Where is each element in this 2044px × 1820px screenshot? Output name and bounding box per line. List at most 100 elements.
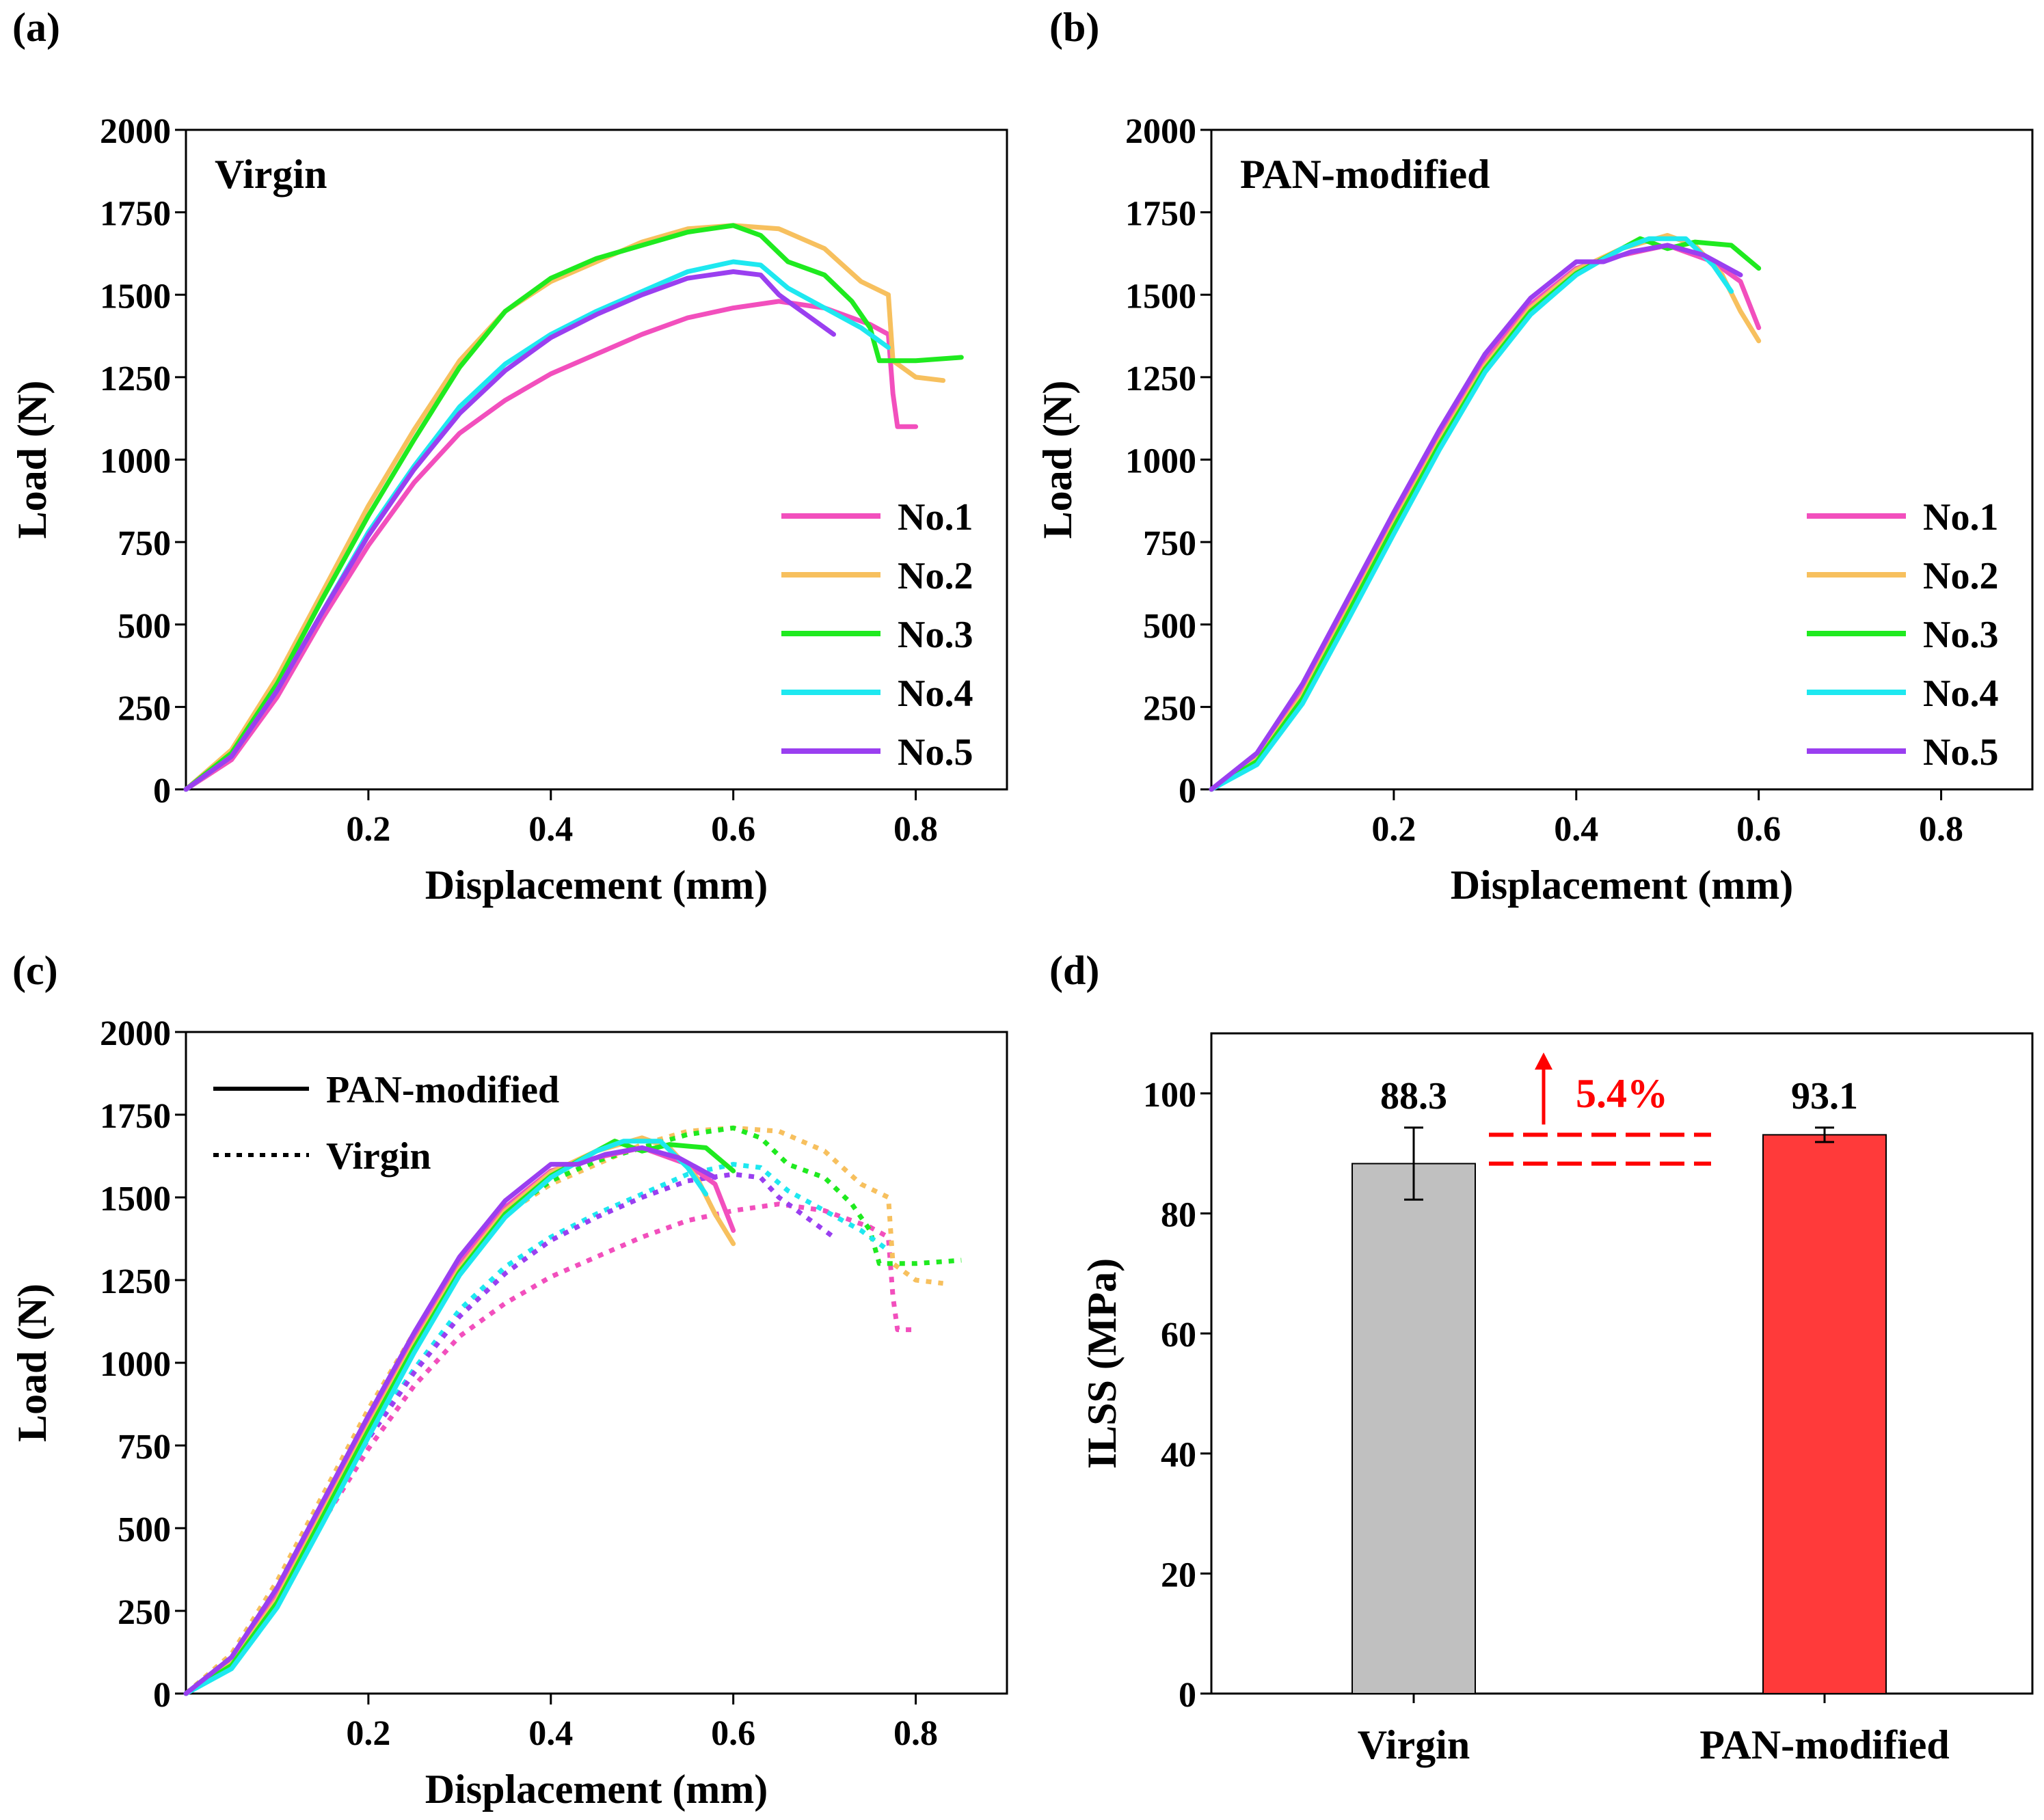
- legend-label: No.4: [1923, 673, 1998, 715]
- series-line-no1: [183, 299, 919, 792]
- x-tick-label: 0.4: [528, 810, 573, 849]
- y-axis-label: Load (N): [10, 1283, 55, 1442]
- y-tick-label: 1000: [1125, 442, 1196, 481]
- x-tick-label: 0.6: [711, 810, 755, 849]
- series-line-no2: [183, 1135, 736, 1696]
- increase-percentage: 5.4%: [1576, 1071, 1668, 1116]
- legend-label: No.3: [1923, 614, 1998, 656]
- legend-label: No.5: [1923, 731, 1998, 774]
- series-line-no3-virgin: [184, 1125, 962, 1696]
- x-tick-label: 0.6: [711, 1714, 755, 1753]
- panel-c: 0 250 500 750 1000 1250 1500 1750 2000 0.2 0.4 0.6 0…: [10, 948, 1008, 1812]
- x-tick-label: PAN-modified: [1699, 1722, 1950, 1767]
- series-line-no4: [183, 259, 891, 792]
- panel-d: 0 20 40 60 80 100 ILSS (MPa) (d) 88.3 Virgin 93.1 P…: [1049, 948, 2034, 1767]
- y-tick-label: 500: [118, 607, 171, 646]
- series-line-no5: [183, 1145, 718, 1696]
- legend-label: No.5: [898, 731, 973, 774]
- legend-label: No.1: [898, 496, 973, 539]
- legend-label: No.2: [1923, 555, 1998, 597]
- y-tick-label: 2000: [100, 112, 171, 151]
- y-tick-label: 1000: [100, 1345, 171, 1384]
- y-tick-label: 0: [153, 772, 171, 811]
- legend-label: PAN-modified: [326, 1069, 559, 1111]
- y-tick-label: 1500: [100, 277, 171, 316]
- series-line-no5: [183, 269, 836, 792]
- panel-title: Virgin: [215, 152, 327, 197]
- y-tick-label: 0: [1179, 1676, 1196, 1715]
- y-tick-label: 100: [1143, 1076, 1196, 1115]
- series-line-no3: [183, 1139, 736, 1696]
- panel-title: PAN-modified: [1240, 152, 1490, 197]
- x-tick-label: Virgin: [1358, 1722, 1470, 1767]
- legend-label: No.1: [1923, 496, 1998, 539]
- plot-frame: [1210, 128, 2034, 791]
- series-line-no2-virgin: [184, 1125, 944, 1696]
- panel-label: (d): [1049, 948, 1099, 993]
- series-line-no5: [1209, 243, 1743, 792]
- legend-label: No.3: [898, 614, 973, 656]
- plot-frame: [185, 128, 1008, 791]
- x-axis-label: Displacement (mm): [425, 1767, 768, 1812]
- series-line-no2: [1209, 232, 1762, 792]
- legend-label: No.4: [898, 673, 973, 715]
- y-tick-label: 250: [1143, 689, 1196, 728]
- plot-frame: [1210, 1032, 2034, 1695]
- y-tick-label: 1500: [1125, 277, 1196, 316]
- x-tick-label: 0.4: [1554, 810, 1598, 849]
- legend-label: Virgin: [326, 1135, 431, 1178]
- series-line-no1-virgin: [185, 1201, 916, 1696]
- panel-label: (c): [12, 948, 58, 993]
- y-tick-label: 250: [118, 689, 171, 728]
- series-line-no3: [183, 223, 964, 792]
- x-tick-label: 0.2: [1371, 810, 1416, 849]
- bar-value-label: 93.1: [1791, 1075, 1858, 1117]
- y-tick-label: 0: [153, 1676, 171, 1715]
- series-line-no4: [1209, 236, 1734, 792]
- y-axis-label: Load (N): [1035, 381, 1080, 539]
- bar-pan-modified: [1762, 1134, 1887, 1694]
- panel-a: 0 250 500 750 1000 1250 1500 1750 2000 0.2 0.4 0.6 0…: [10, 5, 1008, 908]
- y-tick-label: 20: [1161, 1556, 1196, 1594]
- y-tick-label: 1750: [1125, 195, 1196, 234]
- series-line-no4-virgin: [184, 1162, 890, 1696]
- series-line-no5-virgin: [184, 1171, 835, 1696]
- y-tick-label: 750: [1143, 524, 1196, 563]
- y-tick-label: 40: [1161, 1436, 1196, 1475]
- bar-value-label: 88.3: [1380, 1075, 1447, 1117]
- y-tick-label: 1000: [100, 442, 171, 481]
- x-axis-label: Displacement (mm): [425, 863, 768, 908]
- x-tick-label: 0.8: [1919, 810, 1963, 849]
- y-tick-label: 1250: [1125, 359, 1196, 398]
- y-tick-label: 250: [118, 1593, 171, 1632]
- y-tick-label: 1750: [100, 1097, 171, 1136]
- series-line-no3: [1209, 236, 1762, 792]
- panel-label: (b): [1049, 5, 1099, 50]
- panel-label: (a): [12, 5, 60, 50]
- y-tick-label: 1750: [100, 195, 171, 234]
- y-tick-label: 500: [1143, 607, 1196, 646]
- x-tick-label: 0.2: [346, 810, 390, 849]
- plot-frame: [185, 1031, 1008, 1695]
- y-tick-label: 2000: [100, 1014, 171, 1053]
- y-tick-label: 1250: [100, 1262, 171, 1301]
- series-line-no4: [183, 1139, 709, 1696]
- y-tick-label: 750: [118, 1428, 171, 1467]
- y-tick-label: 60: [1161, 1316, 1196, 1355]
- y-tick-label: 750: [118, 524, 171, 563]
- y-tick-label: 1500: [100, 1180, 171, 1219]
- legend-label: No.2: [898, 555, 973, 597]
- y-tick-label: 2000: [1125, 112, 1196, 151]
- y-axis-label: ILSS (MPa): [1079, 1258, 1125, 1469]
- x-tick-label: 0.2: [346, 1714, 390, 1753]
- x-tick-label: 0.8: [893, 810, 938, 849]
- x-tick-label: 0.8: [893, 1714, 938, 1753]
- y-tick-label: 500: [118, 1510, 171, 1549]
- y-tick-label: 1250: [100, 359, 171, 398]
- y-axis-label: Load (N): [10, 381, 55, 539]
- y-tick-label: 0: [1179, 772, 1196, 811]
- increase-arrow-head: [1535, 1052, 1552, 1070]
- bar-virgin: [1352, 1163, 1476, 1694]
- x-axis-label: Displacement (mm): [1451, 863, 1794, 908]
